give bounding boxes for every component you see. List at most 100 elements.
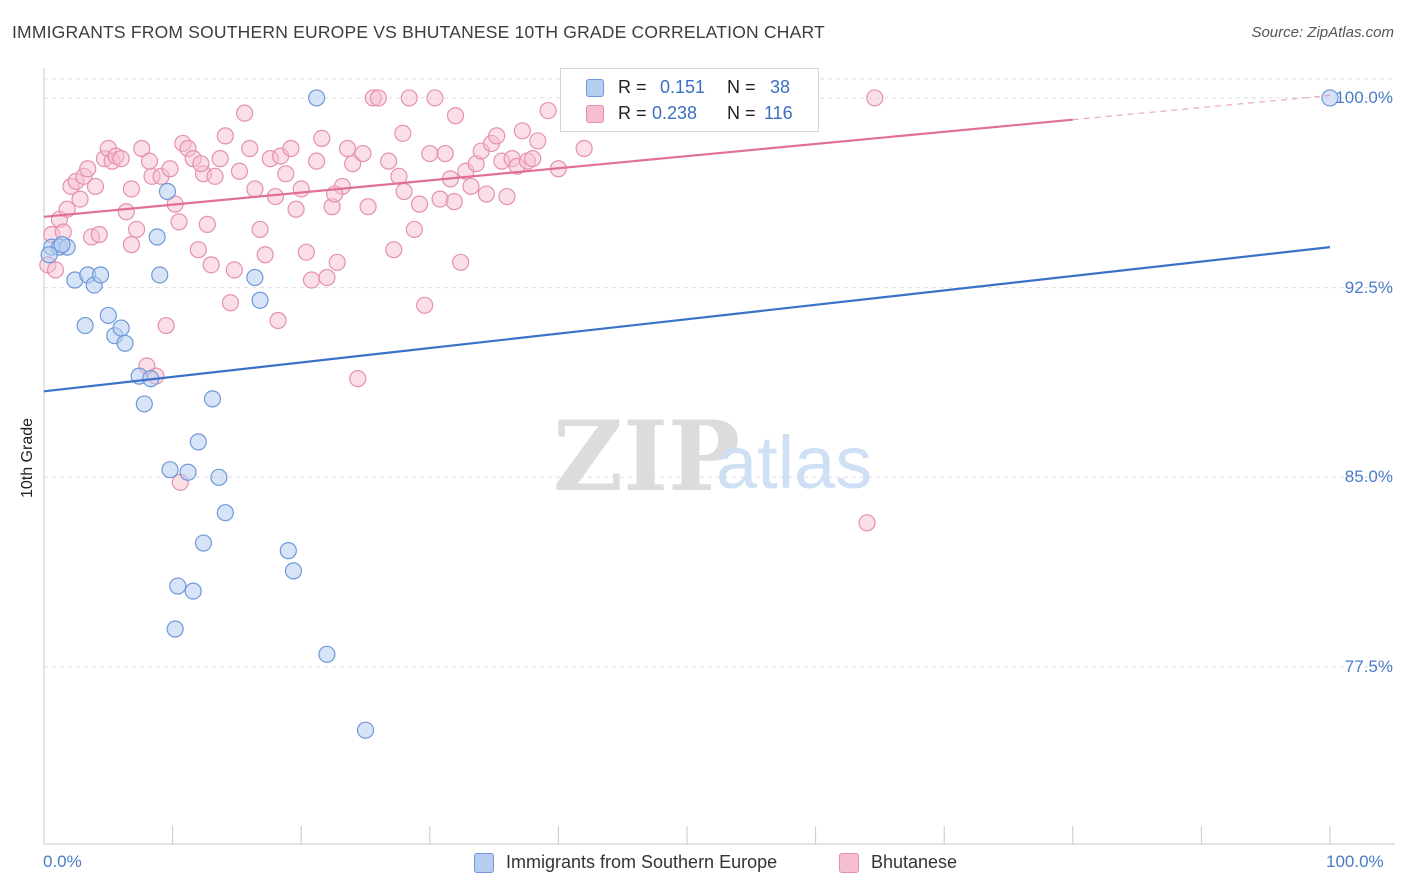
data-point-bhutanese bbox=[385, 241, 403, 259]
data-point-bhutanese bbox=[328, 253, 346, 271]
data-point-bhutanese bbox=[416, 296, 434, 314]
data-point-bhutanese bbox=[277, 165, 295, 183]
data-point-southern-europe bbox=[158, 182, 177, 201]
data-point-bhutanese bbox=[251, 220, 269, 239]
data-point-bhutanese bbox=[445, 193, 463, 211]
data-point-bhutanese bbox=[157, 316, 175, 335]
data-point-bhutanese bbox=[858, 514, 876, 532]
data-point-bhutanese bbox=[211, 150, 229, 168]
data-point-bhutanese bbox=[338, 139, 357, 158]
legend-swatch-pink bbox=[839, 853, 859, 873]
data-point-bhutanese bbox=[524, 150, 542, 168]
data-point-bhutanese bbox=[354, 144, 372, 163]
watermark-atlas: atlas bbox=[716, 421, 872, 504]
data-point-bhutanese bbox=[513, 122, 531, 140]
data-point-southern-europe bbox=[216, 504, 234, 522]
legend-n-value: 38 bbox=[770, 77, 791, 97]
data-point-bhutanese bbox=[308, 152, 326, 170]
data-point-bhutanese bbox=[359, 198, 377, 216]
data-point-bhutanese bbox=[297, 243, 315, 261]
data-point-bhutanese bbox=[400, 89, 418, 107]
data-point-bhutanese bbox=[313, 129, 331, 147]
data-point-bhutanese bbox=[282, 139, 300, 158]
data-point-bhutanese bbox=[269, 311, 287, 330]
trend-line-southern-europe bbox=[43, 246, 1331, 393]
data-point-bhutanese bbox=[498, 187, 516, 206]
legend-swatch-blue bbox=[586, 79, 604, 97]
correlation-legend: R = 0.151 N = 38 R = 0.238 N = 116 bbox=[560, 68, 819, 132]
data-point-bhutanese bbox=[446, 107, 465, 125]
y-tick-label: 100.0% bbox=[1335, 87, 1393, 107]
legend-label: Immigrants from Southern Europe bbox=[506, 852, 778, 872]
data-point-bhutanese bbox=[292, 180, 310, 198]
data-point-bhutanese bbox=[256, 246, 274, 264]
data-point-bhutanese bbox=[206, 167, 224, 185]
data-point-southern-europe bbox=[135, 395, 153, 413]
data-point-bhutanese bbox=[405, 220, 423, 239]
data-point-southern-europe bbox=[148, 228, 166, 246]
legend-r-label: R = bbox=[618, 77, 647, 97]
data-point-bhutanese bbox=[122, 236, 141, 254]
data-point-bhutanese bbox=[216, 127, 234, 145]
data-point-bhutanese bbox=[202, 256, 220, 274]
data-point-bhutanese bbox=[117, 203, 135, 221]
data-point-bhutanese bbox=[344, 155, 362, 173]
data-point-bhutanese bbox=[866, 89, 884, 107]
data-point-bhutanese bbox=[318, 268, 336, 287]
data-point-bhutanese bbox=[198, 215, 216, 233]
data-point-bhutanese bbox=[488, 127, 506, 145]
legend-swatch-pink bbox=[586, 105, 604, 123]
y-tick-label: 92.5% bbox=[1344, 277, 1393, 297]
data-point-southern-europe bbox=[1321, 89, 1339, 107]
data-point-bhutanese bbox=[112, 150, 130, 168]
data-point-bhutanese bbox=[462, 177, 480, 196]
data-point-bhutanese bbox=[241, 139, 259, 158]
data-point-southern-europe bbox=[151, 266, 169, 284]
data-point-bhutanese bbox=[170, 213, 188, 231]
data-point-southern-europe bbox=[184, 582, 202, 600]
trend-line-bhutanese bbox=[43, 118, 1073, 218]
series-bhutanese bbox=[39, 89, 884, 532]
data-point-bhutanese bbox=[395, 182, 413, 201]
data-point-bhutanese bbox=[86, 177, 105, 196]
data-point-bhutanese bbox=[431, 190, 449, 208]
data-point-bhutanese bbox=[287, 200, 305, 218]
data-point-bhutanese bbox=[575, 139, 593, 158]
data-point-bhutanese bbox=[394, 124, 412, 142]
data-point-bhutanese bbox=[539, 101, 557, 120]
legend-label: Bhutanese bbox=[871, 852, 958, 872]
y-axis-label: 10th Grade bbox=[19, 417, 36, 499]
legend-n-value: 116 bbox=[764, 103, 793, 123]
data-point-southern-europe bbox=[251, 291, 269, 309]
data-point-southern-europe bbox=[356, 721, 375, 739]
data-point-bhutanese bbox=[46, 261, 65, 279]
data-point-bhutanese bbox=[236, 104, 254, 122]
y-tick-label: 77.5% bbox=[1344, 656, 1393, 676]
data-point-bhutanese bbox=[302, 271, 321, 289]
legend-n-label: N = bbox=[727, 103, 756, 123]
axes bbox=[43, 68, 1395, 845]
legend-r-label: R = bbox=[618, 103, 647, 123]
data-point-southern-europe bbox=[116, 334, 134, 352]
data-point-bhutanese bbox=[79, 160, 97, 178]
data-point-bhutanese bbox=[221, 294, 240, 312]
data-point-southern-europe bbox=[279, 542, 297, 560]
data-point-bhutanese bbox=[192, 155, 210, 173]
data-point-bhutanese bbox=[426, 89, 444, 107]
series-legend: Immigrants from Southern Europe Bhutanes… bbox=[0, 852, 1406, 878]
data-point-bhutanese bbox=[436, 144, 454, 163]
data-point-southern-europe bbox=[308, 89, 326, 107]
data-point-southern-europe bbox=[179, 463, 197, 481]
data-point-southern-europe bbox=[203, 390, 222, 408]
data-point-bhutanese bbox=[349, 370, 367, 388]
data-point-southern-europe bbox=[169, 577, 187, 595]
legend-n-label: N = bbox=[727, 77, 756, 97]
data-point-southern-europe bbox=[76, 316, 94, 335]
legend-r-value: 0.151 bbox=[660, 77, 706, 97]
data-point-bhutanese bbox=[246, 180, 264, 198]
data-point-bhutanese bbox=[127, 220, 146, 239]
data-point-bhutanese bbox=[230, 162, 249, 180]
data-point-southern-europe bbox=[112, 319, 130, 337]
